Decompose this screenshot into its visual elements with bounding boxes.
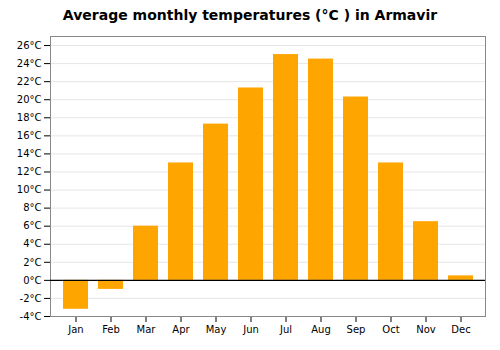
svg-text:14°C: 14°C: [17, 148, 42, 159]
svg-text:Sep: Sep: [347, 324, 366, 335]
svg-text:Oct: Oct: [382, 324, 399, 335]
svg-text:Jul: Jul: [279, 324, 292, 335]
svg-text:Aug: Aug: [311, 324, 331, 335]
svg-text:2°C: 2°C: [23, 257, 41, 268]
svg-text:16°C: 16°C: [17, 130, 42, 141]
svg-text:24°C: 24°C: [17, 58, 42, 69]
svg-text:18°C: 18°C: [17, 112, 42, 123]
svg-text:Feb: Feb: [102, 324, 120, 335]
svg-text:10°C: 10°C: [17, 184, 42, 195]
svg-text:Dec: Dec: [451, 324, 470, 335]
svg-text:8°C: 8°C: [23, 202, 41, 213]
svg-text:Apr: Apr: [172, 324, 190, 335]
svg-text:4°C: 4°C: [23, 238, 41, 249]
svg-text:Jun: Jun: [242, 324, 259, 335]
svg-text:6°C: 6°C: [23, 220, 41, 231]
svg-text:-2°C: -2°C: [20, 293, 42, 304]
svg-text:22°C: 22°C: [17, 76, 42, 87]
svg-text:Mar: Mar: [137, 324, 157, 335]
svg-text:0°C: 0°C: [23, 275, 41, 286]
svg-text:26°C: 26°C: [17, 40, 42, 51]
html-text:Average monthly temperatures (: Average monthly temperatures (°C ) in Ar…: [62, 7, 438, 23]
svg-text:20°C: 20°C: [17, 94, 42, 105]
svg-text:Nov: Nov: [416, 324, 436, 335]
svg-text:12°C: 12°C: [17, 166, 42, 177]
svg-text:-4°C: -4°C: [20, 311, 42, 322]
svg-text:Jan: Jan: [67, 324, 83, 335]
svg-text:May: May: [206, 324, 227, 335]
